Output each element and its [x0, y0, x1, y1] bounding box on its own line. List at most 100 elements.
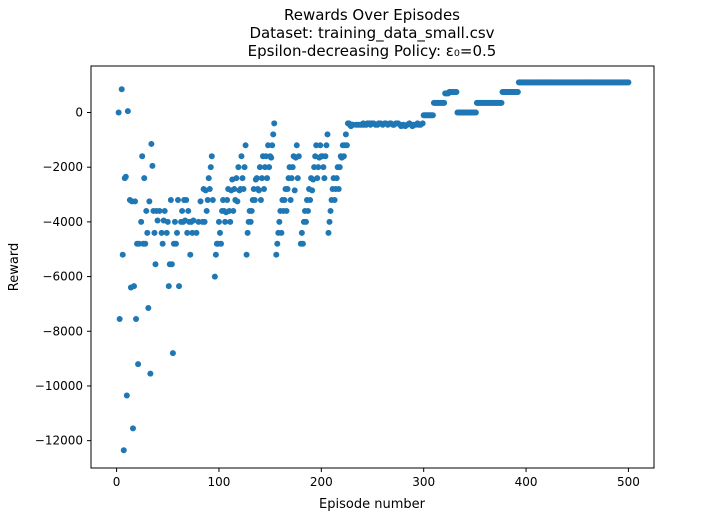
- data-point: [243, 251, 250, 258]
- data-point: [315, 164, 322, 171]
- data-point: [145, 305, 152, 312]
- data-point: [142, 240, 149, 247]
- data-point: [324, 131, 331, 138]
- data-point: [293, 142, 300, 149]
- data-point: [176, 283, 183, 290]
- data-point: [169, 350, 176, 357]
- data-point: [255, 187, 262, 194]
- data-point: [239, 175, 246, 182]
- data-point: [322, 153, 329, 160]
- data-point: [335, 186, 342, 193]
- data-point: [129, 425, 136, 432]
- data-point: [168, 261, 175, 268]
- data-point: [311, 164, 318, 171]
- data-point: [203, 207, 210, 214]
- y-tick-label: −10000: [35, 379, 83, 393]
- data-point: [206, 186, 213, 193]
- y-tick-label: −4000: [42, 215, 83, 229]
- data-point: [248, 207, 255, 214]
- x-tick-label: 100: [208, 475, 231, 489]
- data-point: [161, 207, 168, 214]
- data-point: [331, 197, 338, 203]
- data-point: [273, 251, 280, 258]
- data-point: [302, 218, 309, 225]
- data-point: [143, 207, 150, 214]
- data-point: [268, 154, 275, 161]
- data-point: [212, 251, 219, 258]
- data-point: [133, 315, 140, 322]
- y-tick-label: 0: [75, 105, 83, 119]
- data-point: [149, 162, 156, 169]
- data-point: [190, 217, 197, 224]
- data-point: [226, 207, 233, 214]
- x-tick-label: 400: [515, 475, 538, 489]
- data-point: [251, 197, 258, 203]
- data-point: [123, 392, 130, 399]
- data-point: [244, 229, 251, 236]
- x-tick-label: 300: [412, 475, 435, 489]
- plot-frame: [90, 65, 655, 469]
- data-point: [118, 86, 125, 93]
- data-point: [224, 197, 231, 203]
- data-point: [195, 218, 202, 225]
- data-point: [146, 198, 153, 205]
- data-point: [130, 283, 137, 290]
- data-point: [309, 187, 316, 194]
- data-point: [216, 229, 223, 236]
- data-point: [163, 229, 170, 236]
- data-point: [115, 109, 122, 116]
- data-point: [208, 153, 215, 160]
- data-point: [138, 218, 145, 225]
- x-axis-ticks: 0 100 200 300 400 500: [113, 468, 640, 489]
- data-point: [258, 175, 265, 182]
- data-point: [333, 175, 340, 182]
- data-point: [185, 207, 192, 214]
- data-point: [498, 99, 505, 106]
- chart-title-line-3: Epsilon-decreasing Policy: ε₀=0.5: [248, 42, 497, 60]
- data-point: [327, 207, 334, 214]
- data-point: [183, 197, 190, 203]
- chart-title: Rewards Over Episodes Dataset: training_…: [248, 6, 497, 60]
- data-point: [201, 218, 208, 225]
- data-point: [209, 197, 216, 203]
- data-point: [141, 175, 148, 182]
- data-point: [154, 217, 161, 224]
- data-point: [287, 197, 294, 203]
- data-point: [325, 229, 332, 236]
- scatter-points: [115, 79, 632, 454]
- data-point: [197, 198, 204, 205]
- data-point: [175, 197, 182, 203]
- data-point: [429, 112, 436, 119]
- data-point: [205, 175, 212, 182]
- data-point: [269, 142, 276, 149]
- data-point: [336, 164, 343, 171]
- data-point: [305, 207, 312, 214]
- data-point: [135, 361, 142, 368]
- data-point: [241, 164, 248, 171]
- chart-title-line-2: Dataset: training_data_small.csv: [249, 24, 494, 43]
- data-point: [193, 229, 200, 236]
- data-point: [207, 164, 214, 171]
- data-point: [263, 153, 270, 160]
- data-point: [260, 186, 267, 193]
- data-point: [340, 153, 347, 160]
- x-tick-label: 200: [310, 475, 333, 489]
- data-point: [171, 218, 178, 225]
- data-point: [136, 240, 143, 247]
- data-point: [270, 131, 277, 138]
- data-point: [144, 229, 151, 236]
- data-point: [321, 175, 328, 182]
- data-point: [274, 240, 281, 247]
- data-point: [187, 251, 194, 258]
- data-point: [233, 175, 240, 182]
- data-point: [222, 218, 229, 225]
- data-point: [148, 140, 155, 147]
- y-axis-ticks: 0 −2000 −4000 −6000 −8000 −10000 −12000: [35, 105, 91, 448]
- data-point: [320, 164, 327, 171]
- data-point: [294, 175, 301, 182]
- data-point: [164, 218, 171, 225]
- data-point: [317, 142, 324, 149]
- data-point: [271, 120, 278, 127]
- data-point: [453, 88, 460, 95]
